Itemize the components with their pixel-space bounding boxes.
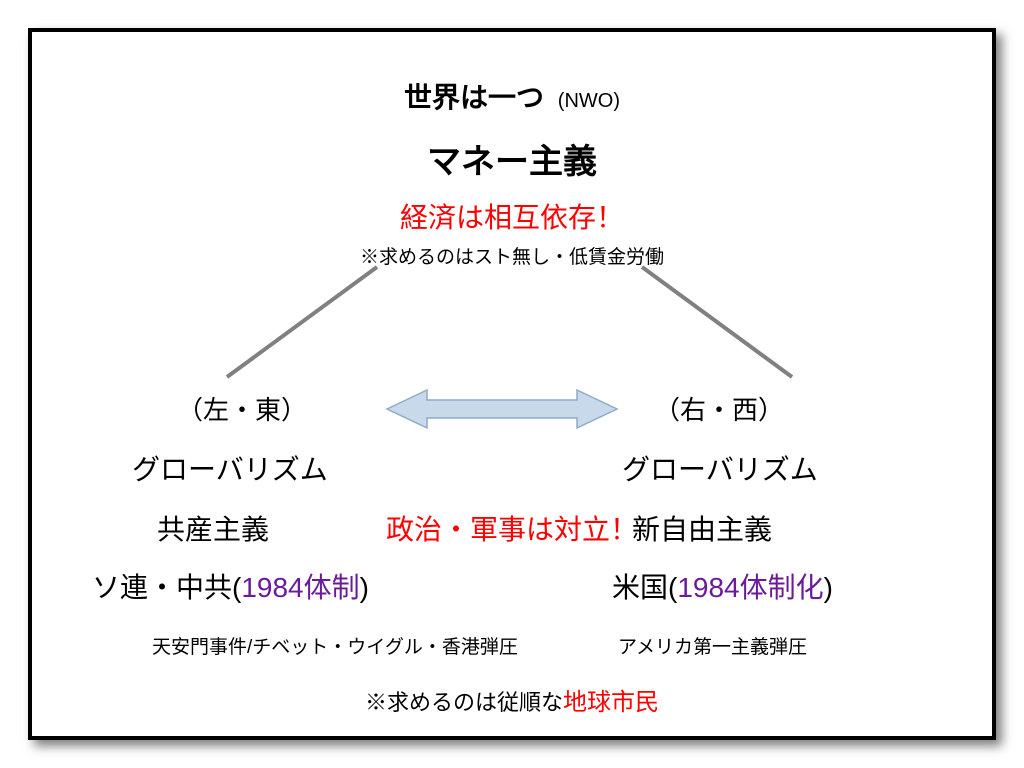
right-globalism: グローバリズム	[622, 448, 818, 488]
double-arrow-icon	[377, 384, 627, 434]
right-ideology: 新自由主義	[632, 508, 772, 548]
bottom-note-red: 地球市民	[563, 689, 659, 716]
title-suffix: (NWO)	[558, 90, 620, 112]
left-globalism: グローバリズム	[132, 448, 328, 488]
bottom-note-prefix: ※求めるのは従順な	[365, 690, 563, 715]
right-small-note: アメリカ第一主義弾圧	[618, 632, 807, 659]
left-label: （左・東）	[177, 390, 307, 427]
top-title: 世界は一つ (NWO)	[404, 76, 620, 116]
right-country: 米国(1984体制化)	[612, 566, 833, 606]
left-ideology: 共産主義	[157, 508, 269, 548]
bottom-note: ※求めるのは従順な地球市民	[365, 682, 659, 717]
left-country-prefix: ソ連・中共(	[92, 572, 241, 603]
right-label: （右・西）	[654, 390, 784, 427]
right-country-prefix: 米国(	[612, 572, 677, 603]
left-country: ソ連・中共(1984体制)	[92, 566, 369, 606]
right-country-purple: 1984体制化	[677, 572, 823, 603]
left-small-note: 天安門事件/チベット・ウイグル・香港弾圧	[152, 632, 518, 659]
money-ism: マネー主義	[427, 134, 597, 183]
right-country-suffix: )	[824, 572, 833, 603]
note-top: ※求めるのはスト無し・低賃金労働	[360, 242, 664, 269]
center-red: 政治・軍事は対立！	[386, 508, 638, 548]
diagram-frame: 世界は一つ (NWO) マネー主義 経済は相互依存！ ※求めるのはスト無し・低賃…	[28, 28, 996, 740]
title-main: 世界は一つ	[404, 82, 544, 113]
diagonal-line-right	[632, 257, 812, 387]
left-country-purple: 1984体制	[241, 572, 359, 603]
diagonal-line-left	[207, 257, 387, 387]
economy-red: 経済は相互依存！	[400, 196, 624, 236]
left-country-suffix: )	[360, 572, 369, 603]
